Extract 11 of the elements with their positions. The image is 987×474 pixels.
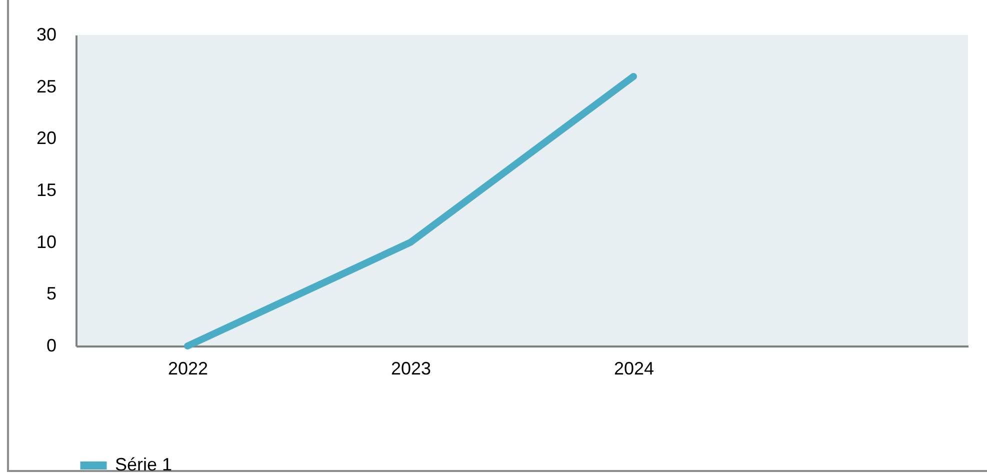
x-tick-label: 2024 [614, 358, 654, 378]
y-tick-label: 25 [36, 76, 56, 96]
y-tick-label: 15 [36, 180, 56, 200]
legend-label: Série 1 [115, 454, 172, 474]
y-tick-label: 30 [36, 24, 56, 44]
y-tick-label: 5 [46, 284, 56, 304]
y-tick-label: 20 [36, 128, 56, 148]
y-tick-label: 0 [46, 336, 56, 356]
x-tick-label: 2022 [168, 358, 208, 378]
y-tick-label: 10 [36, 232, 56, 252]
x-tick-label: 2023 [390, 358, 432, 378]
